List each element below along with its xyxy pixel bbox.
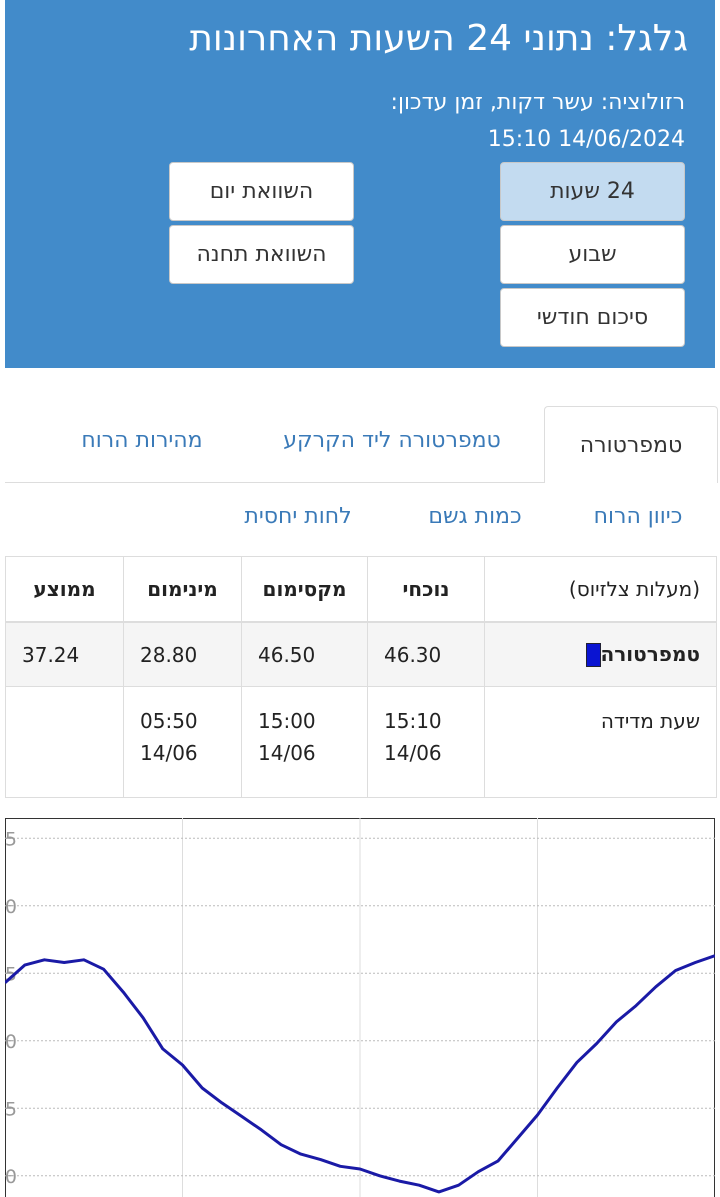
- time: 15:00: [258, 709, 316, 733]
- button[interactable]: שבוע: [500, 225, 685, 284]
- date: 14/06: [140, 741, 198, 765]
- tab[interactable]: כמות גשם: [428, 504, 522, 529]
- cell: 37.24: [5, 621, 124, 687]
- chart: 303540455055: [5, 818, 715, 1197]
- header-cell: מינימום: [123, 556, 242, 623]
- cell: 05:50 14/06: [123, 686, 242, 798]
- header-cell: ממוצע: [5, 556, 124, 623]
- data-line: [5, 954, 715, 1194]
- updated-time: 14/06/2024 15:10: [487, 127, 685, 152]
- row-label: שעת מדידה: [484, 686, 717, 798]
- header-cell: מקסימום: [241, 556, 368, 623]
- y-tick-label: 50: [5, 896, 17, 918]
- y-tick-label: 30: [5, 1166, 17, 1188]
- cell: 46.50: [241, 621, 368, 687]
- button[interactable]: השוואת תחנה: [169, 225, 354, 284]
- tab-line: [5, 482, 544, 483]
- time: 15:10: [384, 709, 442, 733]
- header-cell: נוכחי: [367, 556, 485, 623]
- tab[interactable]: לחות יחסית: [244, 504, 352, 529]
- button[interactable]: השוואת יום: [169, 162, 354, 221]
- stats-table: (מעלות צלזיוס) נוכחי מקסימום מינימום ממו…: [5, 556, 717, 798]
- legend-swatch: [585, 643, 601, 668]
- y-tick-label: 40: [5, 1031, 17, 1053]
- date: 14/06: [384, 741, 442, 765]
- y-tick-label: 55: [5, 828, 17, 850]
- cell: [5, 686, 124, 798]
- button[interactable]: סיכום חודשי: [500, 288, 685, 347]
- button[interactable]: 24 שעות: [500, 162, 685, 221]
- y-tick-label: 35: [5, 1098, 17, 1120]
- header-cell: (מעלות צלזיוס): [484, 556, 717, 623]
- tab-active[interactable]: טמפרטורה: [544, 406, 718, 483]
- tab[interactable]: מהירות הרוח: [81, 428, 203, 453]
- cell: 46.30: [367, 621, 485, 687]
- resolution: רזולוציה: עשר דקות, זמן עדכון:: [390, 90, 685, 115]
- row-label-text: טמפרטורה: [600, 641, 700, 666]
- tab[interactable]: טמפרטורה ליד הקרקע: [283, 428, 501, 453]
- time: 05:50: [140, 709, 198, 733]
- cell: 15:00 14/06: [241, 686, 368, 798]
- page-title: גלגל: נתוני 24 השעות האחרונות: [189, 18, 688, 59]
- cell: 15:10 14/06: [367, 686, 485, 798]
- date: 14/06: [258, 741, 316, 765]
- tab[interactable]: כיוון הרוח: [593, 504, 683, 529]
- row-label: טמפרטורה: [484, 621, 717, 687]
- header-panel: גלגל: נתוני 24 השעות האחרונות רזולוציה: …: [5, 0, 715, 368]
- cell: 28.80: [123, 621, 242, 687]
